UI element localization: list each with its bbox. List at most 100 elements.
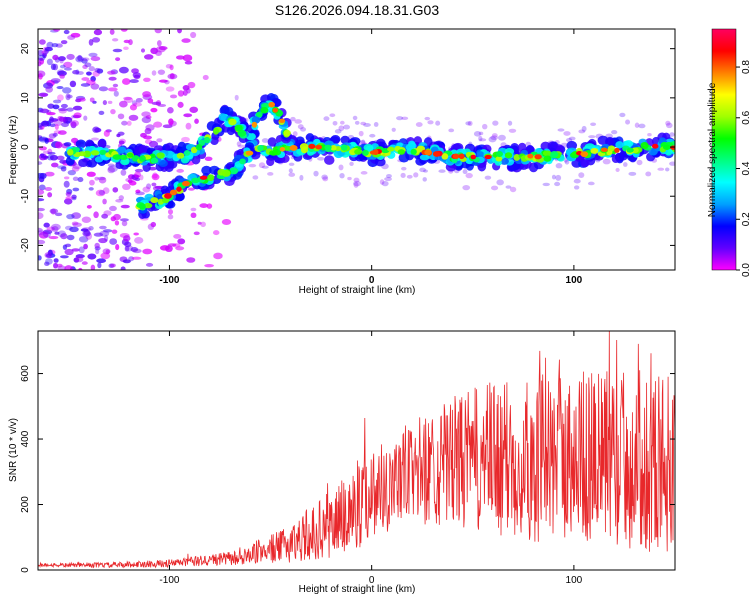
spectrogram-cell [194,118,199,124]
spectrogram-cell [49,208,59,214]
spectrogram-cell [150,107,158,113]
spectrogram-cell [81,58,88,64]
spectrogram-cell [73,112,82,119]
spectrogram-cell [473,131,482,137]
spectrogram-cell [566,140,578,151]
spectrogram-cell [158,79,168,83]
spectrogram-cell [112,83,119,88]
spectrogram-cell [476,151,485,159]
spectrogram-cell [81,77,90,81]
spectrogram-cell [167,243,177,247]
spectrogram-cell [164,79,170,85]
spectrogram-cell [509,186,517,193]
spectrogram-cell [124,245,130,252]
spectrogram-cell [54,123,59,130]
spectrogram-cell [145,124,155,131]
spectrogram-cell [142,91,152,98]
spectrogram-cell [98,190,105,196]
spectrogram-cell [176,186,182,192]
spectrogram-cell [108,76,117,81]
spectrogram-cell [504,152,513,159]
snr-y-ticks: 0 200 400 600 [20,365,675,573]
spectrogram-cell [424,149,432,156]
spectrogram-cell [568,136,576,141]
spectrogram-cell [527,153,534,159]
spectrogram-cell [71,194,77,199]
spectrogram-cell [228,118,237,126]
spectrogram-cell [44,261,50,266]
spectrogram-cell [95,189,106,197]
spectrogram-cell [86,71,92,76]
spectrogram-cell [123,39,131,44]
spectrogram-cell [82,64,88,69]
spectrogram-cell [135,97,143,103]
spectrogram-cell [131,100,138,106]
spectrogram-cell [50,63,56,71]
spectrogram-cell [221,218,232,225]
spectrogram-cell [669,161,675,166]
spectrogram-cell [154,29,162,34]
spectrogram-cell [121,78,131,85]
snr-x-tick-label: 0 [369,575,375,586]
spectrogram-cell [602,158,611,165]
spectrogram-cell [98,110,105,116]
spectrogram-cell [44,46,53,52]
spectrogram-cell [45,258,53,265]
snr-panel: -100 0 100 0 200 400 600 Height of straight l… [8,330,676,595]
spectrogram-cell [53,258,59,263]
spectrogram-cell [387,146,395,152]
snr-x-tick-label: 100 [566,575,583,586]
spectrogram-cell [146,183,152,190]
spectrogram-cell [490,135,499,141]
spectrogram-cell [49,123,56,128]
spectrogram-cell [112,48,123,53]
spectrogram-cell [88,187,94,191]
spectrogram-cell [165,86,175,92]
spectrogram-cell [71,248,80,252]
spectrogram-cell [42,150,50,154]
spectrogram-cell [590,147,599,154]
spectrogram-cell [665,120,671,126]
spectrogram-cell [550,150,559,158]
spectrogram-cell [56,86,64,90]
spectrogram-cell [279,147,286,152]
spectrogram-cell [638,123,646,129]
colorbar-tick-label: 0.4 [741,161,750,175]
spectrogram-cell [81,261,88,265]
spectrogram-cell [90,137,100,141]
spectrogram-cell [573,178,581,184]
spectrogram-cell [71,166,80,172]
spectrogram-cell [410,148,417,155]
spectrogram-cell [78,236,89,243]
spectrogram-cell [438,169,446,173]
spectrogram-cell [80,83,91,87]
spectrogram-cell [484,175,492,180]
spectrogram-cell [115,243,120,251]
spectrogram-cell [590,122,597,126]
spectrogram-cell [51,42,59,48]
spectrogram-cell [52,54,59,61]
spectrogram-cell [197,221,202,225]
spectrogram-cell [251,121,258,128]
spectrogram-cell [42,230,52,238]
spectrogram-cell [167,106,174,114]
spectrogram-cell [322,176,329,182]
spectrogram-cell [419,154,430,161]
spectrogram-cell [605,136,615,147]
spectrogram-cell [329,113,336,118]
spectrogram-cell [94,67,101,73]
colorbar-tick-label: 0.0 [741,263,750,277]
spectrogram-cell [622,162,628,167]
spectrogram-cell [374,157,386,167]
spectrogram-cell [618,150,629,161]
spectrogram-cell [401,116,409,121]
spectrogram-cell [353,177,360,183]
spectrogram-cell [324,155,335,165]
spectrogram-cell [101,213,109,219]
spectrogram-cell [157,69,166,75]
spectrogram-cell [338,164,344,171]
spectrogram-cell [167,214,174,220]
spectrogram-cell [391,127,396,132]
spectrogram-cell [72,187,80,192]
spectrogram-cell [89,97,95,103]
